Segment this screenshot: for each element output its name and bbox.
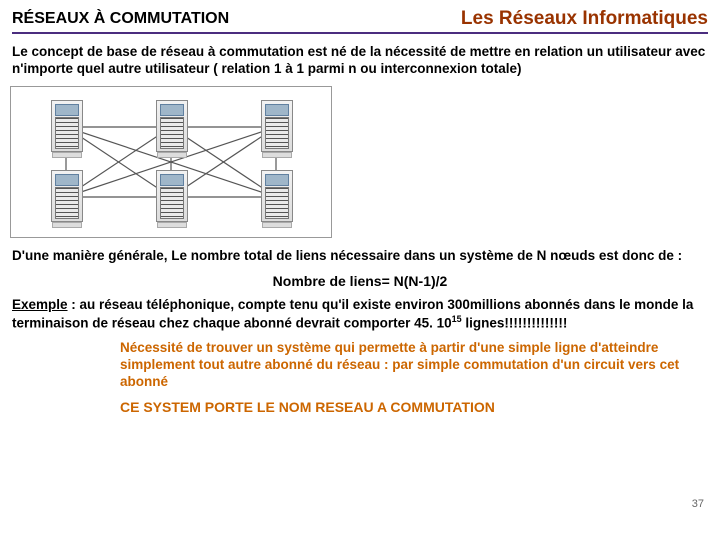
necessity-paragraph: Nécessité de trouver un système qui perm… xyxy=(0,334,720,395)
intro-paragraph: Le concept de base de réseau à commutati… xyxy=(0,42,720,80)
header-left: RÉSEAUX À COMMUTATION xyxy=(12,10,229,28)
example-body-before: : au réseau téléphonique, compte tenu qu… xyxy=(12,297,693,330)
para-links-count: D'une manière générale, Le nombre total … xyxy=(0,246,720,267)
server-icon xyxy=(256,167,296,227)
header-rule xyxy=(12,32,708,34)
server-icon xyxy=(256,97,296,157)
conclusion-line: CE SYSTEM PORTE LE NOM RESEAU A COMMUTAT… xyxy=(0,395,720,419)
server-icon xyxy=(151,167,191,227)
server-icon xyxy=(151,97,191,157)
server-icon xyxy=(46,167,86,227)
page-number: 37 xyxy=(692,498,704,510)
example-paragraph: Exemple : au réseau téléphonique, compte… xyxy=(0,295,720,334)
example-label: Exemple xyxy=(12,297,68,312)
example-body-after: lignes!!!!!!!!!!!!!! xyxy=(462,315,568,330)
example-exponent: 15 xyxy=(452,314,462,324)
header-right: Les Réseaux Informatiques xyxy=(461,8,708,30)
mesh-diagram xyxy=(10,86,332,238)
server-icon xyxy=(46,97,86,157)
formula: Nombre de liens= N(N-1)/2 xyxy=(0,267,720,295)
slide: RÉSEAUX À COMMUTATION Les Réseaux Inform… xyxy=(0,0,720,540)
header-row: RÉSEAUX À COMMUTATION Les Réseaux Inform… xyxy=(0,0,720,32)
